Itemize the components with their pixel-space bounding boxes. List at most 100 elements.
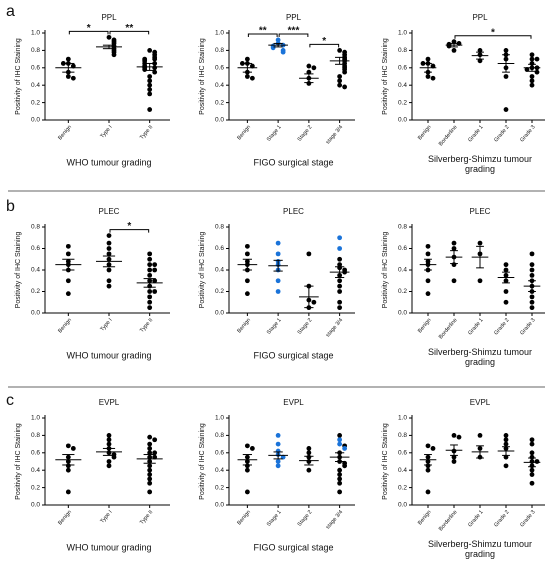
data-point — [306, 63, 312, 69]
data-point — [147, 446, 153, 451]
data-point — [275, 37, 281, 43]
y-axis-label: Positivity of IHC Staining — [382, 423, 389, 500]
data-point — [147, 82, 153, 88]
data-point — [147, 256, 153, 262]
data-point — [425, 489, 431, 495]
data-point — [430, 63, 436, 69]
x-axis-label: WHO tumour grading — [66, 542, 151, 552]
data-point — [311, 65, 317, 71]
panel-label: c — [6, 392, 14, 409]
chart-title: PLEC — [99, 207, 120, 216]
x-tick-label: Grade 1 — [467, 124, 484, 143]
y-tick-label: 0.0 — [398, 502, 407, 509]
data-point — [152, 450, 158, 456]
x-tick-label: stage 3/4 — [325, 124, 344, 145]
y-axis-label: Positivity of IHC Staining — [15, 423, 22, 500]
y-tick-label: 0.2 — [215, 99, 224, 106]
y-tick-label: 0.0 — [31, 117, 40, 124]
panel-label: a — [6, 3, 15, 20]
x-tick-label: Benign — [417, 124, 433, 141]
data-point — [106, 240, 112, 246]
data-point — [244, 467, 250, 473]
data-point — [529, 82, 535, 88]
data-point — [529, 52, 535, 58]
x-tick-label: Benign — [57, 124, 73, 141]
y-tick-label: 0.4 — [215, 82, 224, 89]
data-point — [239, 61, 245, 66]
y-axis-label: Positivity of IHC Staining — [15, 232, 22, 309]
data-point — [106, 267, 112, 273]
data-point — [65, 467, 71, 473]
data-point — [529, 441, 535, 447]
chart-title: PPL — [286, 13, 302, 22]
data-point — [446, 43, 452, 49]
x-tick-label: Type I — [99, 317, 114, 333]
data-point — [106, 233, 112, 239]
data-point — [152, 56, 158, 62]
data-point — [534, 69, 540, 75]
data-point — [503, 463, 509, 469]
data-point — [503, 107, 509, 112]
data-point — [147, 262, 153, 268]
y-tick-label: 0.4 — [31, 267, 40, 274]
data-point — [65, 74, 71, 79]
data-point — [106, 437, 112, 443]
x-tick-label: stage 3/4 — [325, 317, 344, 338]
data-point — [337, 289, 343, 294]
data-point — [503, 437, 509, 443]
data-point — [306, 69, 312, 75]
data-point — [477, 48, 483, 53]
significance-bracket — [68, 30, 109, 35]
data-point — [147, 434, 153, 440]
x-tick-label: Grade 1 — [467, 317, 484, 336]
significance-bracket — [454, 35, 532, 39]
x-tick-label: Grade 2 — [493, 124, 510, 143]
y-tick-label: 0.6 — [215, 245, 224, 252]
data-point — [275, 441, 281, 447]
data-point — [503, 454, 509, 460]
data-point — [503, 433, 509, 438]
x-axis-label: FIGO surgical stage — [253, 157, 333, 167]
data-point — [337, 256, 343, 262]
y-tick-label: 0.0 — [398, 310, 407, 317]
y-tick-label: 1.0 — [398, 30, 407, 37]
data-point — [244, 443, 250, 449]
x-tick-label: Type II — [139, 124, 155, 141]
data-point — [147, 107, 153, 112]
data-point — [534, 56, 540, 62]
data-point — [306, 467, 312, 473]
y-tick-label: 1.0 — [215, 415, 224, 422]
data-point — [65, 56, 71, 62]
data-point — [337, 433, 343, 438]
data-point — [147, 91, 153, 97]
data-point — [70, 75, 76, 81]
x-tick-label: Grade 3 — [519, 509, 536, 528]
data-point — [337, 299, 343, 305]
chart-title: PPL — [101, 13, 117, 22]
data-point — [337, 489, 343, 495]
data-point — [337, 246, 343, 251]
y-tick-label: 1.0 — [398, 415, 407, 422]
data-point — [70, 63, 76, 69]
data-point — [152, 65, 158, 71]
y-tick-label: 1.0 — [215, 30, 224, 37]
data-point — [337, 235, 343, 241]
data-point — [451, 39, 457, 45]
data-point — [337, 467, 343, 473]
data-point — [337, 480, 343, 486]
x-tick-label: Grade 2 — [493, 317, 510, 336]
data-point — [477, 433, 483, 438]
y-tick-label: 0.6 — [215, 450, 224, 457]
data-point — [456, 41, 462, 46]
data-point — [451, 240, 457, 246]
data-point — [337, 441, 343, 447]
data-point — [451, 278, 457, 284]
data-point — [147, 441, 153, 447]
data-point — [65, 251, 71, 257]
data-point — [337, 74, 343, 79]
data-point — [249, 63, 255, 69]
y-tick-label: 0.6 — [398, 65, 407, 72]
y-tick-label: 0.2 — [31, 288, 40, 295]
y-tick-label: 0.6 — [398, 245, 407, 252]
x-tick-label: Benign — [236, 317, 252, 334]
